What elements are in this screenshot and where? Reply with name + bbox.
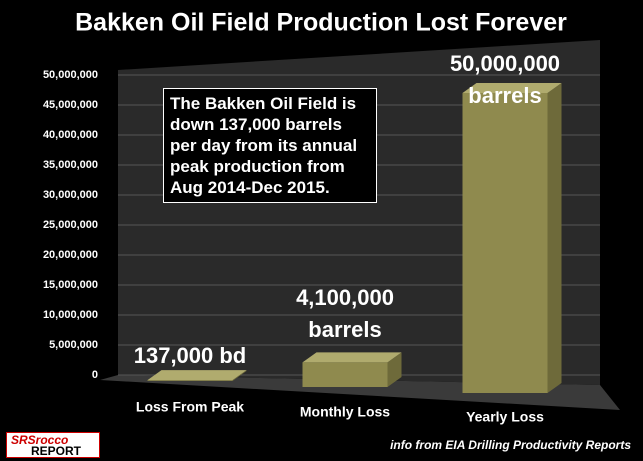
chart-title: Bakken Oil Field Production Lost Forever: [75, 9, 567, 37]
bar-top: [147, 370, 247, 381]
y-tick-label: 30,000,000: [43, 189, 98, 201]
y-tick-label: 45,000,000: [43, 99, 98, 111]
value-label: 50,000,000 barrels: [449, 51, 561, 108]
bar-top: [462, 83, 562, 93]
bar: [302, 362, 388, 387]
annotation: The Bakken Oil Field is down 137,000 bar…: [163, 88, 377, 203]
logo-sub: REPORT: [31, 444, 82, 458]
bar: [147, 380, 233, 381]
value-label: 137,000 bd: [133, 343, 247, 369]
y-tick-label: 35,000,000: [43, 159, 98, 171]
y-tick-label: 40,000,000: [43, 129, 98, 141]
x-tick-label: Monthly Loss: [300, 404, 390, 420]
bar-top: [302, 352, 402, 363]
bar-side: [387, 352, 402, 387]
x-tick-label: Loss From Peak: [136, 399, 244, 415]
x-tick-label: Yearly Loss: [466, 409, 544, 425]
bar: [462, 93, 548, 393]
bar-side: [232, 370, 247, 381]
y-tick-label: 15,000,000: [43, 279, 98, 291]
y-tick-label: 20,000,000: [43, 249, 98, 261]
logo-mark: SRSrocco: [11, 433, 69, 447]
source: info from EIA Drilling Productivity Repo…: [390, 438, 631, 452]
logo: SRSrocco REPORT: [6, 432, 100, 458]
y-tick-label: 5,000,000: [49, 339, 98, 351]
y-tick-label: 10,000,000: [43, 309, 98, 321]
y-tick-label: 25,000,000: [43, 219, 98, 231]
value-label: 4,100,000 barrels: [296, 285, 394, 343]
bar-side: [547, 83, 562, 393]
y-tick-label: 0: [92, 369, 98, 381]
y-tick-label: 50,000,000: [43, 69, 98, 81]
